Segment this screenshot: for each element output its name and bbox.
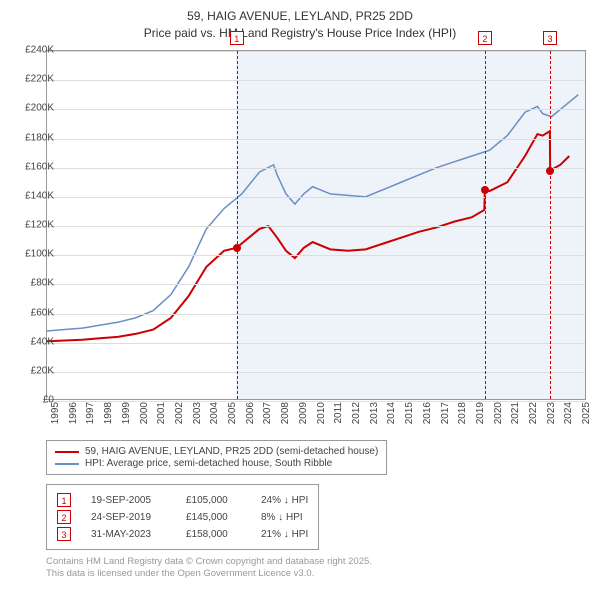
gridline	[47, 255, 585, 256]
sale-price: £145,000	[186, 512, 241, 523]
gridline	[47, 139, 585, 140]
sale-marker-number: 3	[543, 31, 557, 45]
x-axis-label: 2005	[227, 402, 238, 424]
gridline	[47, 343, 585, 344]
gridline	[47, 226, 585, 227]
gridline	[47, 314, 585, 315]
x-axis-label: 2003	[192, 402, 203, 424]
x-axis-label: 2010	[316, 402, 327, 424]
y-axis-label: £160K	[14, 161, 54, 172]
x-axis-label: 2016	[422, 402, 433, 424]
gridline	[47, 80, 585, 81]
x-axis-label: 2014	[386, 402, 397, 424]
x-axis-label: 1999	[121, 402, 132, 424]
x-axis-label: 2000	[139, 402, 150, 424]
x-axis-label: 2018	[457, 402, 468, 424]
y-axis-label: £180K	[14, 132, 54, 143]
x-axis-label: 2007	[262, 402, 273, 424]
y-axis-label: £100K	[14, 249, 54, 260]
x-axis-label: 2025	[581, 402, 592, 424]
title-line1: 59, HAIG AVENUE, LEYLAND, PR25 2DD	[0, 8, 600, 25]
sale-delta: 24% ↓ HPI	[261, 495, 308, 506]
series-hpi	[47, 95, 578, 331]
x-axis-label: 2022	[528, 402, 539, 424]
x-axis-label: 2015	[404, 402, 415, 424]
y-axis-label: £200K	[14, 103, 54, 114]
legend-swatch	[55, 451, 79, 453]
x-axis-label: 2001	[156, 402, 167, 424]
sale-row: 3 31-MAY-2023 £158,000 21% ↓ HPI	[57, 527, 308, 541]
footnote-line2: This data is licensed under the Open Gov…	[46, 568, 372, 580]
sale-marker-line	[550, 51, 551, 399]
x-axis-label: 2020	[493, 402, 504, 424]
x-axis-label: 1998	[103, 402, 114, 424]
y-axis-label: £40K	[14, 336, 54, 347]
x-axis-label: 2012	[351, 402, 362, 424]
gridline	[47, 197, 585, 198]
sale-marker-number: 2	[478, 31, 492, 45]
y-axis-label: £60K	[14, 307, 54, 318]
y-axis-label: £140K	[14, 190, 54, 201]
legend-swatch	[55, 463, 79, 465]
gridline	[47, 109, 585, 110]
y-axis-label: £120K	[14, 220, 54, 231]
x-axis-label: 2009	[298, 402, 309, 424]
sale-price: £105,000	[186, 495, 241, 506]
chart-svg	[47, 51, 585, 399]
chart-container: 59, HAIG AVENUE, LEYLAND, PR25 2DD Price…	[0, 0, 600, 590]
y-axis-label: £20K	[14, 365, 54, 376]
gridline	[47, 168, 585, 169]
x-axis-label: 1996	[68, 402, 79, 424]
sale-row: 2 24-SEP-2019 £145,000 8% ↓ HPI	[57, 510, 308, 524]
chart-plot-area: 123	[46, 50, 586, 400]
sale-date: 24-SEP-2019	[91, 512, 166, 523]
y-axis-label: £240K	[14, 45, 54, 56]
sales-legend: 1 19-SEP-2005 £105,000 24% ↓ HPI 2 24-SE…	[46, 484, 319, 550]
title-block: 59, HAIG AVENUE, LEYLAND, PR25 2DD Price…	[0, 0, 600, 42]
x-axis-label: 2023	[546, 402, 557, 424]
sale-row: 1 19-SEP-2005 £105,000 24% ↓ HPI	[57, 493, 308, 507]
footnote: Contains HM Land Registry data © Crown c…	[46, 556, 372, 581]
x-axis-label: 2019	[475, 402, 486, 424]
sale-number-box: 1	[57, 493, 71, 507]
x-axis-label: 2008	[280, 402, 291, 424]
sale-price: £158,000	[186, 529, 241, 540]
x-axis-label: 1997	[85, 402, 96, 424]
sale-date: 31-MAY-2023	[91, 529, 166, 540]
legend-label: HPI: Average price, semi-detached house,…	[85, 458, 332, 469]
sale-delta: 21% ↓ HPI	[261, 529, 308, 540]
x-axis-label: 2017	[440, 402, 451, 424]
series-legend: 59, HAIG AVENUE, LEYLAND, PR25 2DD (semi…	[46, 440, 387, 475]
title-line2: Price paid vs. HM Land Registry's House …	[0, 25, 600, 42]
x-axis-label: 1995	[50, 402, 61, 424]
x-axis-label: 2004	[209, 402, 220, 424]
x-axis-label: 2024	[563, 402, 574, 424]
legend-row: 59, HAIG AVENUE, LEYLAND, PR25 2DD (semi…	[55, 446, 378, 457]
sale-delta: 8% ↓ HPI	[261, 512, 303, 523]
gridline	[47, 372, 585, 373]
gridline	[47, 51, 585, 52]
x-axis-label: 2002	[174, 402, 185, 424]
legend-label: 59, HAIG AVENUE, LEYLAND, PR25 2DD (semi…	[85, 446, 378, 457]
y-axis-label: £80K	[14, 278, 54, 289]
x-axis-label: 2021	[510, 402, 521, 424]
sale-marker-dot	[546, 167, 554, 175]
gridline	[47, 284, 585, 285]
sale-number-box: 3	[57, 527, 71, 541]
y-axis-label: £220K	[14, 74, 54, 85]
sale-marker-line	[237, 51, 238, 399]
x-axis-label: 2006	[245, 402, 256, 424]
sale-marker-number: 1	[230, 31, 244, 45]
sale-marker-dot	[233, 244, 241, 252]
legend-row: HPI: Average price, semi-detached house,…	[55, 458, 378, 469]
x-axis-label: 2011	[333, 402, 344, 424]
sale-marker-dot	[481, 186, 489, 194]
y-axis-label: £0	[14, 395, 54, 406]
sale-date: 19-SEP-2005	[91, 495, 166, 506]
x-axis-label: 2013	[369, 402, 380, 424]
sale-number-box: 2	[57, 510, 71, 524]
series-price_paid	[47, 131, 569, 341]
sale-marker-line	[485, 51, 486, 399]
footnote-line1: Contains HM Land Registry data © Crown c…	[46, 556, 372, 568]
